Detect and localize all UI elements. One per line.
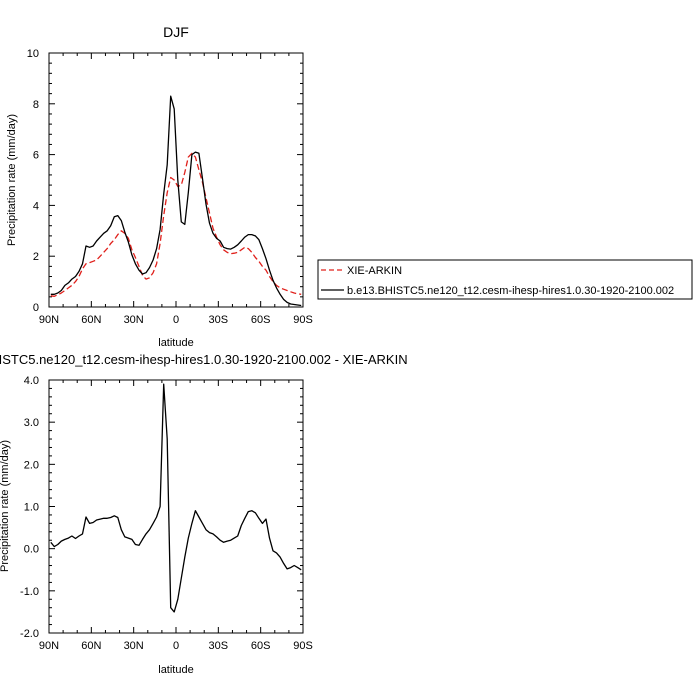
bottom-y-ticks: -2.0 -1.0 0.0 1.0 2.0 3.0 4.0 (20, 375, 303, 640)
x-tick-label: 0 (173, 314, 179, 326)
top-chart-title: DJF (163, 24, 189, 40)
x-tick-label: 30S (209, 640, 229, 652)
x-tick-label: 90N (39, 314, 59, 326)
x-tick-label: 30S (209, 314, 229, 326)
y-tick-label: -1.0 (20, 586, 39, 598)
legend-xie-arkin-label: XIE-ARKIN (347, 265, 402, 277)
y-tick-label: 6 (33, 150, 39, 162)
legend: XIE-ARKIN b.e13.BHISTC5.ne120_t12.cesm-i… (317, 259, 693, 300)
top-y-axis-label: Precipitation rate (mm/day) (6, 114, 18, 246)
y-tick-label: 2.0 (24, 459, 39, 471)
top-x-axis-label: latitude (158, 337, 193, 349)
x-tick-label: 0 (173, 640, 179, 652)
y-tick-label: 4.0 (24, 375, 39, 387)
x-tick-label: 60N (81, 314, 101, 326)
x-tick-label: 60S (251, 314, 271, 326)
bottom-panel: b.e13.BHISTC5.ne120_t12.cesm-ihesp-hires… (0, 352, 408, 676)
top-y-ticks: 0 2 4 6 8 10 (27, 48, 303, 314)
y-tick-label: 8 (33, 99, 39, 111)
bottom-chart-title: b.e13.BHISTC5.ne120_t12.cesm-ihesp-hires… (0, 352, 408, 367)
x-tick-label: 30N (124, 314, 144, 326)
top-series-lines (50, 95, 302, 307)
y-tick-label: 4 (33, 200, 39, 212)
top-panel: DJF latitude Precipitation rate (mm/day)… (6, 24, 313, 349)
y-tick-label: 2 (33, 251, 39, 263)
y-tick-label: -2.0 (20, 628, 39, 640)
series-line-0-0 (50, 152, 302, 297)
bottom-series-lines (50, 383, 302, 613)
x-tick-label: 90N (39, 640, 59, 652)
x-tick-label: 60S (251, 640, 271, 652)
series-line-0-1 (50, 95, 302, 307)
x-tick-label: 30N (124, 640, 144, 652)
top-x-ticks: 90N 60N 30N 0 30S 60S 90S (39, 53, 313, 326)
series-line-1-0 (50, 383, 302, 613)
y-tick-label: 10 (27, 48, 39, 60)
y-tick-label: 0.0 (24, 544, 39, 556)
legend-model-label: b.e13.BHISTC5.ne120_t12.cesm-ihesp-hires… (347, 285, 674, 297)
y-tick-label: 1.0 (24, 502, 39, 514)
bottom-x-axis-label: latitude (158, 664, 193, 676)
x-tick-label: 90S (293, 314, 313, 326)
y-tick-label: 3.0 (24, 417, 39, 429)
bottom-x-ticks: 90N 60N 30N 0 30S 60S 90S (39, 380, 313, 652)
x-tick-label: 60N (81, 640, 101, 652)
bottom-y-axis-label: Precipitation rate (mm/day) (0, 440, 11, 572)
bottom-plot-frame (48, 379, 304, 634)
y-tick-label: 0 (33, 302, 39, 314)
legend-box (317, 259, 693, 300)
x-tick-label: 90S (293, 640, 313, 652)
